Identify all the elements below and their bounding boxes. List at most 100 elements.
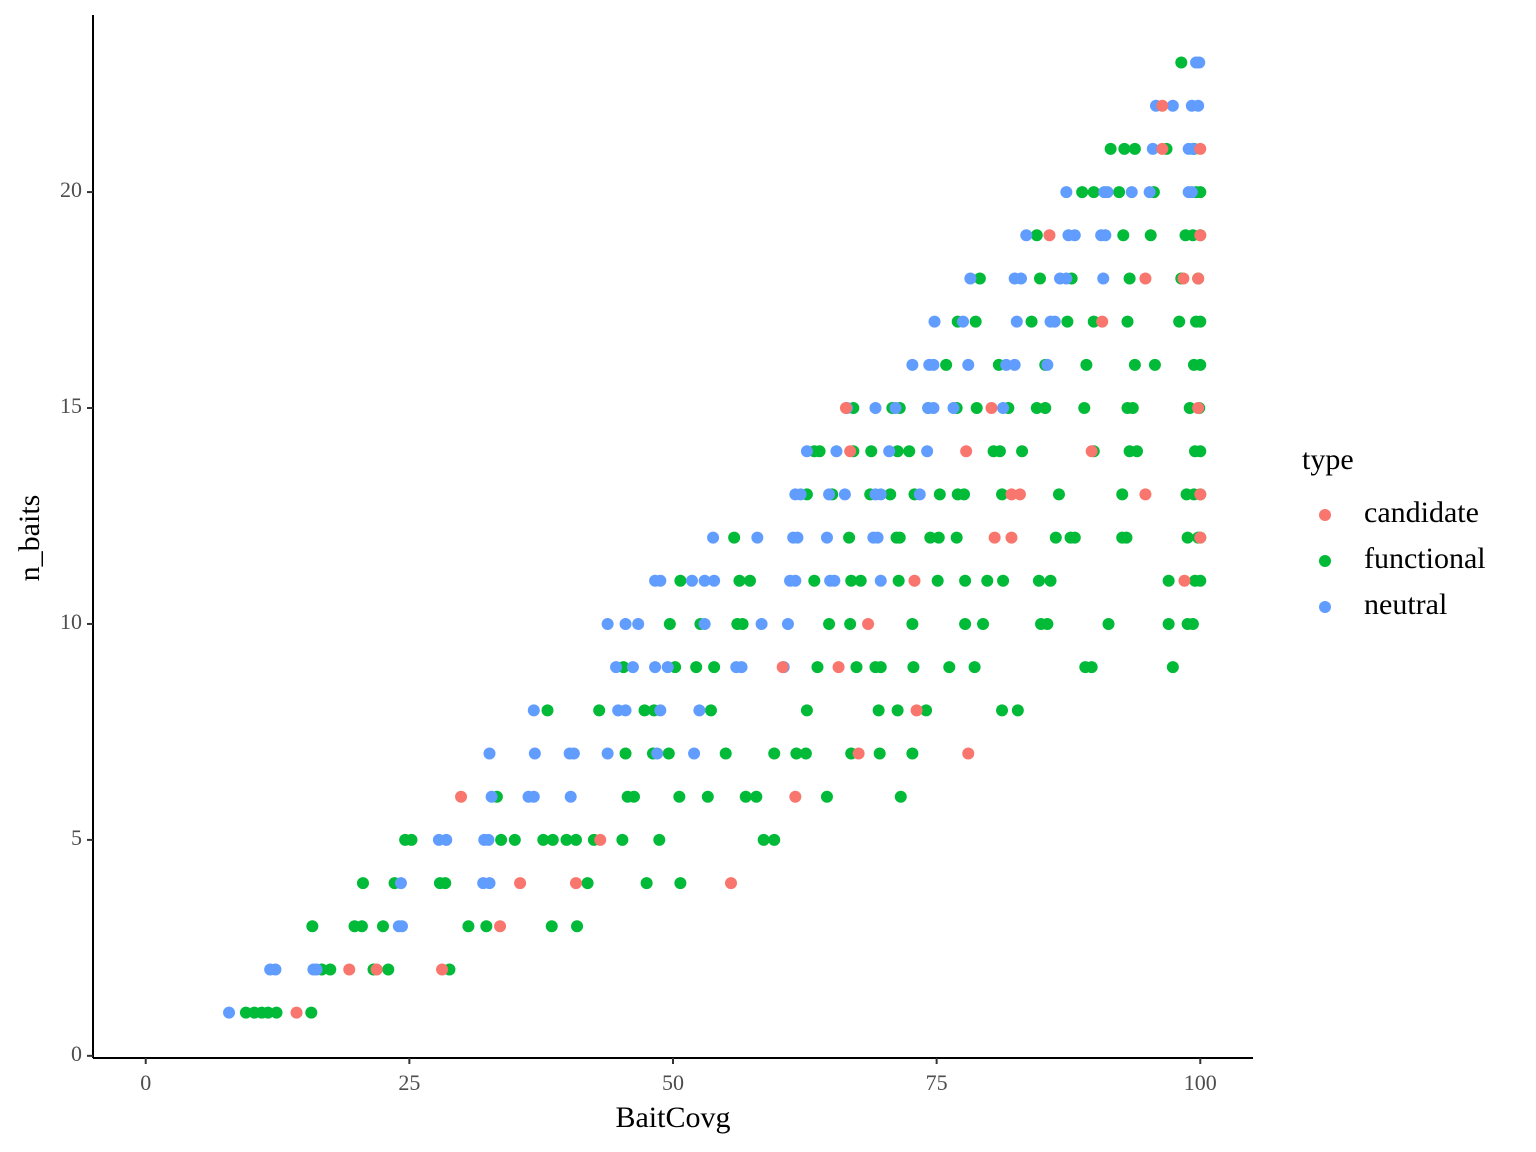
point xyxy=(1025,315,1038,328)
point xyxy=(377,920,389,933)
point xyxy=(569,833,582,846)
point xyxy=(828,574,841,587)
point xyxy=(862,617,875,630)
point xyxy=(908,574,921,587)
y-tick-label: 10 xyxy=(60,609,82,634)
point xyxy=(962,358,975,371)
point xyxy=(654,704,667,717)
point xyxy=(865,445,878,458)
point xyxy=(781,617,794,630)
point xyxy=(743,574,756,587)
point xyxy=(725,877,737,890)
point xyxy=(704,704,717,717)
point xyxy=(537,833,550,846)
point xyxy=(619,704,632,717)
point xyxy=(601,617,614,630)
y-tick-label: 15 xyxy=(60,393,82,418)
point xyxy=(688,747,701,760)
point xyxy=(1194,142,1207,155)
point xyxy=(910,704,923,717)
point xyxy=(527,790,540,803)
point xyxy=(1011,704,1024,717)
point xyxy=(906,747,919,760)
point xyxy=(1143,186,1156,199)
point xyxy=(708,574,721,587)
point xyxy=(894,790,907,803)
point xyxy=(690,661,703,674)
point xyxy=(1194,229,1207,242)
point xyxy=(1121,315,1134,328)
point xyxy=(262,1006,275,1019)
point xyxy=(947,402,960,415)
point xyxy=(931,574,944,587)
legend-marker xyxy=(1319,601,1331,613)
point xyxy=(1039,402,1052,415)
point xyxy=(593,704,606,717)
point xyxy=(1041,617,1054,630)
point xyxy=(1060,272,1073,285)
point xyxy=(640,877,653,890)
point xyxy=(616,833,629,846)
point xyxy=(541,704,554,717)
point xyxy=(996,488,1009,501)
point xyxy=(735,661,748,674)
point xyxy=(907,661,920,674)
point xyxy=(932,531,945,544)
point xyxy=(527,704,540,717)
point xyxy=(1186,617,1199,630)
point xyxy=(823,617,836,630)
point xyxy=(1192,99,1205,112)
point xyxy=(581,877,594,890)
point xyxy=(571,920,584,933)
point xyxy=(996,704,1009,717)
x-tick-label: 100 xyxy=(1184,1070,1217,1095)
point xyxy=(1131,445,1143,458)
point xyxy=(736,617,749,630)
point xyxy=(789,574,802,587)
point xyxy=(1005,488,1018,501)
point xyxy=(997,402,1010,415)
point xyxy=(906,358,919,371)
point xyxy=(750,790,763,803)
point xyxy=(462,920,475,933)
point xyxy=(638,704,651,717)
point xyxy=(838,488,851,501)
point xyxy=(854,574,867,587)
point xyxy=(651,747,664,760)
point xyxy=(1013,488,1026,501)
point xyxy=(1085,661,1098,674)
point xyxy=(674,877,687,890)
x-axis-title: BaitCovg xyxy=(615,1101,730,1134)
point xyxy=(1185,186,1198,199)
point xyxy=(1194,186,1207,199)
legend-marker xyxy=(1319,509,1331,521)
point xyxy=(1061,315,1074,328)
point xyxy=(1178,574,1191,587)
point xyxy=(884,488,897,501)
point xyxy=(440,833,453,846)
point xyxy=(1194,531,1207,544)
point xyxy=(483,877,496,890)
point xyxy=(800,704,813,717)
point xyxy=(223,1006,236,1019)
y-axis-title: n_baits xyxy=(13,495,46,582)
point xyxy=(1052,488,1065,501)
point xyxy=(845,574,858,587)
point xyxy=(733,574,746,587)
point xyxy=(973,272,986,285)
point xyxy=(889,402,902,415)
point xyxy=(1068,531,1081,544)
point xyxy=(757,833,770,846)
point xyxy=(1048,315,1061,328)
point xyxy=(892,574,905,587)
point xyxy=(1030,402,1043,415)
point xyxy=(977,617,990,630)
point xyxy=(874,488,887,501)
x-tick-label: 50 xyxy=(662,1070,684,1095)
point xyxy=(1183,402,1196,415)
point xyxy=(1078,402,1091,415)
point xyxy=(707,531,720,544)
point xyxy=(546,833,559,846)
point xyxy=(1101,186,1114,199)
point xyxy=(1087,315,1100,328)
